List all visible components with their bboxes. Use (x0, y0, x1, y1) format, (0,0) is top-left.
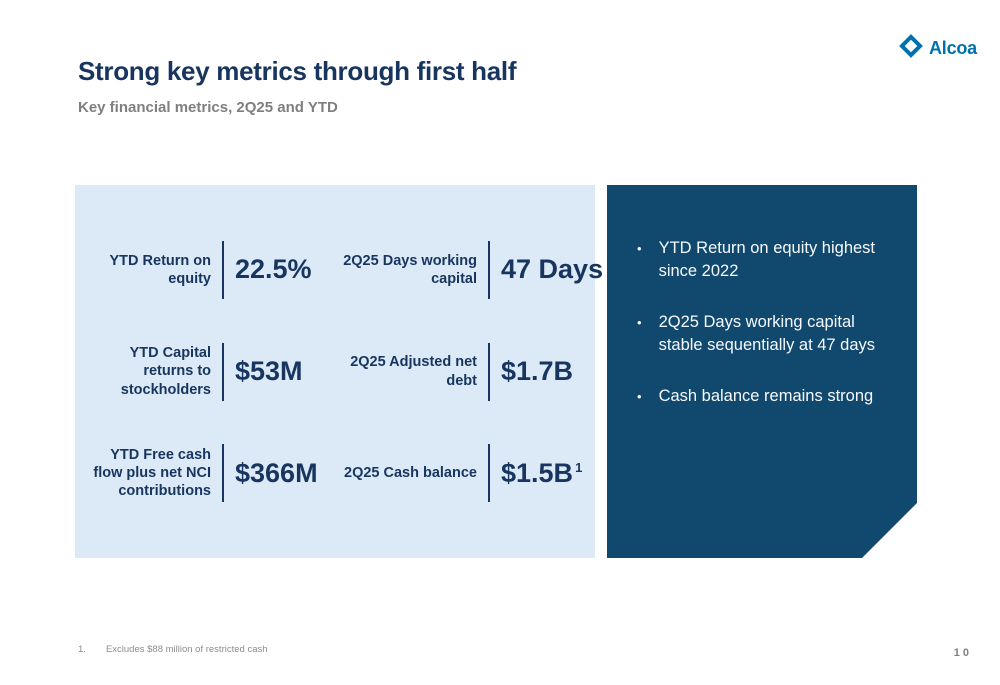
metric-value: 22.5% (235, 254, 312, 285)
metric-value: $1.5B 1 (501, 458, 582, 489)
metric-value-text: $1.5B (501, 457, 574, 488)
metric-free-cash-flow: YTD Free cash flow plus net NCI contribu… (91, 444, 335, 503)
alcoa-logo: Alcoa (898, 33, 977, 64)
page-subtitle: Key financial metrics, 2Q25 and YTD (78, 99, 338, 116)
page-title: Strong key metrics through first half (78, 56, 517, 86)
metric-row: YTD Capital returns to stockholders $53M… (91, 342, 579, 401)
bullet-text: Cash balance remains strong (658, 387, 874, 406)
page-number: 10 (953, 647, 972, 659)
highlights-panel: • YTD Return on equity highest since 202… (607, 185, 917, 558)
metric-label: YTD Return on equity (109, 252, 212, 287)
metric-adjusted-net-debt: 2Q25 Adjusted net debt $1.7B (335, 342, 579, 401)
metric-label: 2Q25 Adjusted net debt (350, 354, 477, 389)
metric-divider (488, 342, 490, 401)
metric-divider (488, 240, 490, 299)
bullet-icon: • (637, 315, 642, 331)
footnote-number: 1. (78, 644, 86, 655)
metric-days-working-capital: 2Q25 Days working capital 47 Days (335, 240, 604, 299)
bullet-item: • Cash balance remains strong (637, 385, 883, 408)
metric-value: $366M (235, 457, 318, 488)
metric-divider (488, 444, 490, 503)
metric-divider (222, 342, 224, 401)
bullet-icon: • (637, 241, 642, 256)
bullet-item: • 2Q25 Days working capital stable seque… (637, 311, 883, 357)
metric-ytd-return-on-equity: YTD Return on equity 22.5% (91, 240, 335, 299)
alcoa-logo-text: Alcoa (928, 38, 977, 58)
metric-label: YTD Capital returns to stockholders (120, 345, 211, 398)
bullet-icon: • (637, 389, 642, 405)
metric-label: YTD Free cash flow plus net NCI contribu… (93, 447, 211, 500)
metric-cash-balance: 2Q25 Cash balance $1.5B 1 (335, 444, 582, 503)
metric-value: $1.7B (501, 356, 574, 386)
metric-value: 47 Days (501, 254, 604, 285)
bullet-text: YTD Return on equity highest since 2022 (658, 239, 876, 281)
metric-capital-returns: YTD Capital returns to stockholders $53M (91, 342, 335, 401)
metrics-panel: YTD Return on equity 22.5% 2Q25 Days wor… (75, 185, 603, 558)
footnote-reference: 1 (575, 459, 583, 475)
alcoa-diamond-icon (898, 33, 924, 64)
bullet-item: • YTD Return on equity highest since 202… (637, 237, 883, 283)
metric-divider (222, 240, 224, 299)
metric-label: 2Q25 Days working capital (343, 252, 477, 287)
footnote: 1. Excludes $88 million of restricted ca… (78, 644, 268, 655)
footnote-text: Excludes $88 million of restricted cash (105, 644, 268, 655)
metric-row: YTD Return on equity 22.5% 2Q25 Days wor… (91, 240, 603, 299)
metric-label: 2Q25 Cash balance (344, 465, 477, 482)
metric-divider (222, 444, 224, 503)
metric-value: $53M (235, 356, 303, 386)
metric-row: YTD Free cash flow plus net NCI contribu… (91, 444, 582, 503)
bullet-text: 2Q25 Days working capital stable sequent… (658, 313, 876, 355)
